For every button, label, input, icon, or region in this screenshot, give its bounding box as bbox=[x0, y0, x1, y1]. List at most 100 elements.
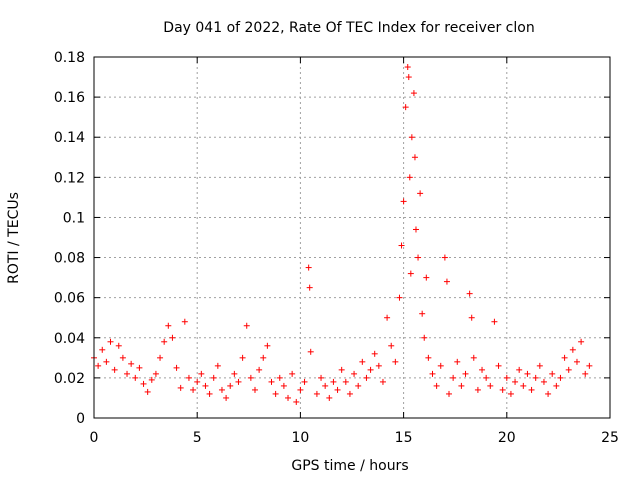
data-point bbox=[401, 198, 407, 204]
data-point bbox=[442, 255, 448, 261]
data-point bbox=[396, 295, 402, 301]
data-point bbox=[120, 355, 126, 361]
y-tick-label: 0.02 bbox=[54, 371, 85, 387]
data-point bbox=[260, 355, 266, 361]
data-point bbox=[269, 379, 275, 385]
data-point bbox=[178, 385, 184, 391]
data-point bbox=[302, 379, 308, 385]
data-point bbox=[409, 134, 415, 140]
data-point bbox=[566, 367, 572, 373]
data-point bbox=[244, 323, 250, 329]
data-point bbox=[406, 74, 412, 80]
data-point bbox=[419, 311, 425, 317]
x-tick-label: 20 bbox=[498, 430, 516, 446]
data-point bbox=[116, 343, 122, 349]
y-tick-label: 0 bbox=[76, 411, 85, 427]
x-tick-label: 5 bbox=[193, 430, 202, 446]
y-axis-label: ROTI / TECUs bbox=[6, 192, 22, 284]
tick-labels: 0 5 10 15 20 25 0 0.02 0.04 0.06 0.08 0.1 0.12 0.14 0.… bbox=[54, 50, 619, 446]
data-point bbox=[458, 383, 464, 389]
data-point bbox=[438, 363, 444, 369]
data-point bbox=[186, 375, 192, 381]
data-point bbox=[376, 363, 382, 369]
data-point bbox=[537, 363, 543, 369]
data-point bbox=[136, 365, 142, 371]
plot-frame bbox=[94, 57, 610, 418]
data-point bbox=[339, 367, 345, 373]
x-tick-label: 15 bbox=[395, 430, 413, 446]
data-point bbox=[347, 391, 353, 397]
axis-ticks bbox=[94, 57, 610, 418]
data-point bbox=[479, 367, 485, 373]
data-point bbox=[570, 347, 576, 353]
y-tick-label: 0.04 bbox=[54, 331, 85, 347]
y-tick-label: 0.1 bbox=[63, 210, 85, 226]
data-point bbox=[512, 379, 518, 385]
data-point bbox=[403, 104, 409, 110]
data-point bbox=[157, 355, 163, 361]
data-point bbox=[256, 367, 262, 373]
data-point bbox=[194, 379, 200, 385]
data-point bbox=[417, 190, 423, 196]
data-point bbox=[308, 349, 314, 355]
data-point bbox=[211, 375, 217, 381]
data-point bbox=[132, 375, 138, 381]
data-point bbox=[557, 375, 563, 381]
data-point bbox=[174, 365, 180, 371]
data-point bbox=[405, 64, 411, 70]
data-point bbox=[469, 315, 475, 321]
data-point bbox=[273, 391, 279, 397]
data-point bbox=[128, 361, 134, 367]
data-point bbox=[235, 379, 241, 385]
data-point bbox=[326, 395, 332, 401]
data-point bbox=[182, 319, 188, 325]
data-point bbox=[207, 391, 213, 397]
y-tick-label: 0.18 bbox=[54, 50, 85, 66]
data-point bbox=[219, 387, 225, 393]
data-point bbox=[145, 389, 151, 395]
data-point bbox=[153, 371, 159, 377]
data-point bbox=[574, 359, 580, 365]
data-point bbox=[429, 371, 435, 377]
data-point bbox=[297, 387, 303, 393]
data-point bbox=[314, 391, 320, 397]
data-point bbox=[446, 391, 452, 397]
data-points bbox=[91, 64, 592, 405]
data-point bbox=[475, 387, 481, 393]
data-point bbox=[108, 339, 114, 345]
y-tick-label: 0.16 bbox=[54, 90, 85, 106]
data-point bbox=[553, 383, 559, 389]
data-point bbox=[95, 363, 101, 369]
data-point bbox=[524, 371, 530, 377]
y-tick-label: 0.08 bbox=[54, 251, 85, 267]
data-point bbox=[516, 367, 522, 373]
x-tick-label: 0 bbox=[90, 430, 99, 446]
data-point bbox=[508, 391, 514, 397]
data-point bbox=[372, 351, 378, 357]
data-point bbox=[306, 265, 312, 271]
data-point bbox=[582, 371, 588, 377]
data-point bbox=[240, 355, 246, 361]
data-point bbox=[411, 90, 417, 96]
data-point bbox=[99, 347, 105, 353]
data-point bbox=[165, 323, 171, 329]
x-axis-label: GPS time / hours bbox=[291, 458, 408, 474]
data-point bbox=[529, 387, 535, 393]
data-point bbox=[202, 383, 208, 389]
data-point bbox=[463, 371, 469, 377]
data-point bbox=[388, 343, 394, 349]
data-point bbox=[421, 335, 427, 341]
data-point bbox=[586, 363, 592, 369]
data-point bbox=[330, 379, 336, 385]
data-point bbox=[223, 395, 229, 401]
data-point bbox=[103, 359, 109, 365]
data-point bbox=[392, 359, 398, 365]
data-point bbox=[444, 279, 450, 285]
data-point bbox=[285, 395, 291, 401]
data-point bbox=[161, 339, 167, 345]
data-point bbox=[413, 226, 419, 232]
x-tick-label: 25 bbox=[601, 430, 619, 446]
data-point bbox=[549, 371, 555, 377]
data-point bbox=[496, 363, 502, 369]
data-point bbox=[471, 355, 477, 361]
